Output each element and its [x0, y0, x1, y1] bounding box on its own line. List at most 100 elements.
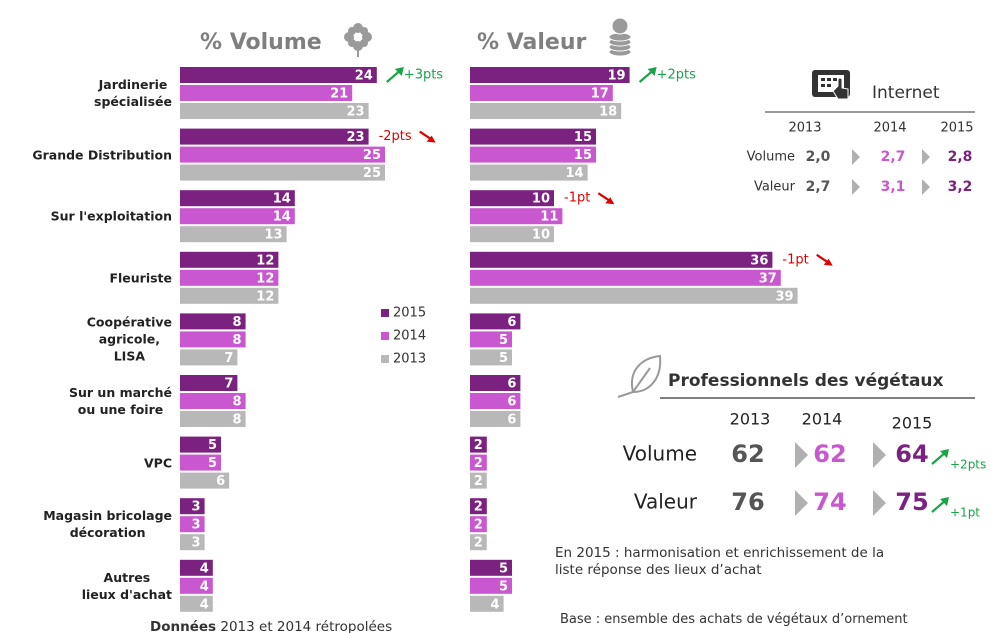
- legend-swatch: [381, 332, 389, 340]
- value-label: 6: [216, 474, 225, 489]
- coins-icon: [608, 17, 632, 57]
- bar: [180, 269, 279, 286]
- bar: [180, 498, 205, 515]
- bar: [180, 534, 205, 551]
- bar: [180, 331, 246, 348]
- annotation: -1pt: [564, 191, 590, 206]
- value-label: 15: [574, 130, 592, 145]
- arrow-head: [394, 67, 404, 76]
- value-label: 6: [507, 315, 516, 330]
- bar: [180, 375, 238, 391]
- step-arrow: [795, 442, 808, 468]
- value-label: 4: [200, 561, 209, 576]
- step-arrow: [873, 490, 886, 516]
- value-label: 13: [265, 228, 283, 243]
- bar: [180, 559, 213, 576]
- bar: [180, 411, 246, 427]
- bar: [180, 349, 238, 366]
- bar: [470, 375, 521, 391]
- value-label: 12: [256, 289, 274, 304]
- value-label: 21: [330, 87, 348, 102]
- value-label: 8: [233, 413, 242, 428]
- value-label: 8: [233, 333, 242, 348]
- value-label: 5: [499, 333, 508, 348]
- bar: [470, 331, 512, 348]
- bar: [470, 498, 487, 515]
- step-arrow: [922, 149, 930, 165]
- value-label: 2: [474, 500, 483, 515]
- annotation: +3pts: [404, 68, 444, 83]
- cell-value: 3,1: [881, 179, 906, 195]
- bar: [180, 287, 279, 304]
- bar: [470, 146, 596, 163]
- value-label: 14: [273, 192, 291, 207]
- legend-label: 2015: [393, 306, 426, 321]
- value-label: 2: [474, 456, 483, 471]
- cell-value: 64: [895, 440, 928, 468]
- category-label: Grande Distribution: [32, 147, 172, 163]
- bar: [180, 128, 369, 145]
- cell-value: 62: [813, 440, 846, 468]
- value-label: 10: [532, 228, 550, 243]
- bar: [470, 128, 596, 145]
- year: 2015: [892, 414, 933, 433]
- value-label: 3: [192, 518, 201, 533]
- arrow-head: [426, 135, 436, 143]
- cell-value: 62: [731, 440, 764, 468]
- value-label: 5: [499, 351, 508, 366]
- category-label: Coopérative agricole, LISA: [86, 314, 172, 364]
- bar: [180, 595, 213, 612]
- value-label: 3: [192, 500, 201, 515]
- row-label: Volume: [623, 442, 697, 466]
- bar: [470, 190, 554, 207]
- category-label: VPC: [143, 455, 172, 471]
- value-label: 5: [208, 456, 217, 471]
- value-label: 2: [474, 474, 483, 489]
- bar: [180, 226, 287, 243]
- bar: [470, 436, 487, 453]
- arrow-up: [931, 497, 949, 513]
- bar: [180, 436, 221, 453]
- annotation: +2pts: [657, 68, 697, 83]
- arrow-head: [823, 258, 833, 266]
- value-label: 39: [776, 289, 794, 304]
- value-label: 37: [759, 271, 777, 286]
- annotation: -1pt: [782, 252, 808, 267]
- bar: [470, 103, 622, 119]
- bar: [180, 472, 230, 489]
- arrow-head: [605, 197, 615, 205]
- bar: [470, 269, 781, 286]
- year: 2014: [873, 121, 906, 136]
- value-label: 6: [507, 395, 516, 410]
- bar: [180, 577, 213, 594]
- bar: [180, 67, 377, 83]
- cell-value: 74: [813, 488, 846, 516]
- internet-title: Internet: [872, 83, 940, 103]
- value-label: 5: [499, 579, 508, 594]
- arrow-up: [931, 449, 949, 465]
- value-label: 7: [224, 377, 233, 392]
- value-label: 18: [599, 105, 617, 120]
- category-label: Autres lieux d'achat: [81, 569, 172, 602]
- value-label: 8: [233, 315, 242, 330]
- row-label: Valeur: [754, 180, 796, 195]
- bar: [470, 577, 512, 594]
- cell-value: 75: [895, 488, 928, 516]
- value-label: 2: [474, 438, 483, 453]
- leaf-icon: [617, 354, 662, 398]
- category-label: Fleuriste: [109, 270, 172, 286]
- arrow-head: [940, 449, 949, 458]
- bar: [470, 67, 630, 83]
- tablet-icon: [812, 70, 850, 100]
- value-label: 12: [256, 253, 274, 268]
- value-label: 24: [355, 69, 373, 84]
- arrow-down: [816, 253, 833, 266]
- value-label: 14: [566, 166, 584, 181]
- value-label: 5: [499, 561, 508, 576]
- change: +1pt: [950, 506, 980, 520]
- category-label: Sur l'exploitation: [50, 208, 172, 224]
- value-label: 15: [574, 148, 592, 163]
- cell-value: 2,7: [881, 149, 906, 165]
